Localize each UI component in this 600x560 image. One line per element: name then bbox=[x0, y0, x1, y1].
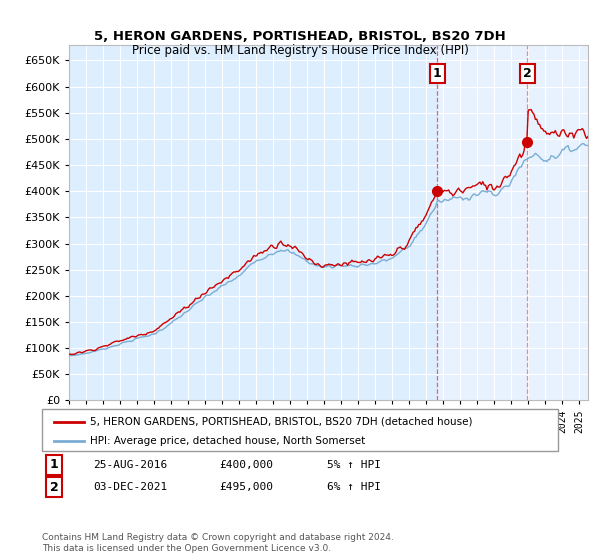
Text: 5, HERON GARDENS, PORTISHEAD, BRISTOL, BS20 7DH: 5, HERON GARDENS, PORTISHEAD, BRISTOL, B… bbox=[94, 30, 506, 43]
Text: Price paid vs. HM Land Registry's House Price Index (HPI): Price paid vs. HM Land Registry's House … bbox=[131, 44, 469, 57]
Text: HPI: Average price, detached house, North Somerset: HPI: Average price, detached house, Nort… bbox=[90, 436, 365, 446]
Text: 5% ↑ HPI: 5% ↑ HPI bbox=[327, 460, 381, 470]
Text: 25-AUG-2016: 25-AUG-2016 bbox=[93, 460, 167, 470]
Text: 1: 1 bbox=[50, 458, 58, 472]
Bar bbox=[527, 45, 588, 400]
Text: £495,000: £495,000 bbox=[219, 482, 273, 492]
Text: 5, HERON GARDENS, PORTISHEAD, BRISTOL, BS20 7DH (detached house): 5, HERON GARDENS, PORTISHEAD, BRISTOL, B… bbox=[90, 417, 473, 427]
Bar bbox=[437, 45, 527, 400]
Text: 1: 1 bbox=[433, 67, 442, 80]
Text: 2: 2 bbox=[50, 480, 58, 494]
Text: 6% ↑ HPI: 6% ↑ HPI bbox=[327, 482, 381, 492]
Text: £400,000: £400,000 bbox=[219, 460, 273, 470]
Text: 03-DEC-2021: 03-DEC-2021 bbox=[93, 482, 167, 492]
Text: Contains HM Land Registry data © Crown copyright and database right 2024.
This d: Contains HM Land Registry data © Crown c… bbox=[42, 533, 394, 553]
Text: 2: 2 bbox=[523, 67, 532, 80]
